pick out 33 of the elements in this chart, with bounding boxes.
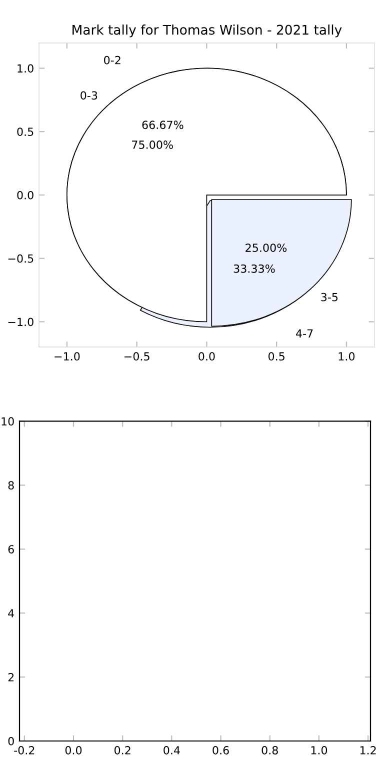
y-tick-label: −0.5 [8,254,34,263]
y-tick-label: 0 [8,736,14,746]
data-label: 75.00% [132,140,173,149]
slice-label: 4-7 [296,329,313,338]
x-tick-label: −1.0 [54,352,80,361]
y-tick-label: 1.0 [18,64,34,73]
x-tick-label: 0.5 [268,352,284,361]
x-tick-label: 0.8 [262,746,278,754]
x-tick-label: 0.0 [65,746,82,754]
y-tick-label: 10 [2,417,14,426]
y-tick-label: 2 [8,673,14,682]
data-label: 25.00% [246,244,287,252]
x-tick-label: −0.5 [124,352,150,361]
x-tick-label: 0.2 [114,746,130,754]
data-label: 33.33% [234,264,275,273]
slice-label: 0-2 [104,56,120,64]
x-tick-label: 1.0 [311,746,328,754]
data-label: 66.67% [142,120,184,130]
y-tick-label: 8 [8,481,14,490]
y-tick-label: 0.0 [17,190,34,200]
x-tick-label: 0.4 [164,746,180,754]
x-tick-label: 0.0 [198,352,215,361]
slice-label: 0-3 [80,91,98,100]
chart-title: Mark tally for Thomas Wilson - 2021 tally [72,24,342,38]
x-tick-label: -0.2 [14,746,34,754]
x-tick-label: 1.2 [360,746,376,754]
y-tick-label: 0.5 [17,128,34,136]
y-tick-label: 4 [8,609,14,618]
slice-label: 3-5 [321,292,338,302]
y-tick-label: −1.0 [8,318,34,326]
x-tick-label: 1.0 [338,352,355,361]
y-tick-label: 6 [8,545,14,554]
x-tick-label: 0.6 [212,746,229,754]
